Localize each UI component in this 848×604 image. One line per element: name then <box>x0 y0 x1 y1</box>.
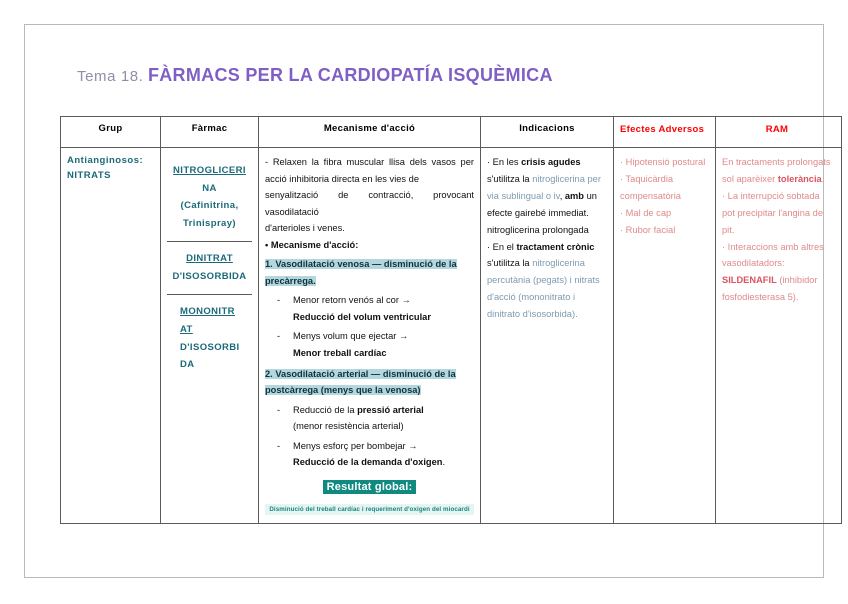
list-item: Reducció de la pressió arterial (menor r… <box>265 402 474 435</box>
mech-heading: • Mecanisme d'acció: <box>265 239 359 250</box>
header-mecanisme: Mecanisme d'acció <box>258 116 481 148</box>
table-header-row: Grup Fàrmac Mecanisme d'acció Indicacion… <box>60 116 842 148</box>
header-grup: Grup <box>60 116 161 148</box>
indicacio-aguda: · En les crisis agudes s'utilitza la nit… <box>487 157 601 235</box>
cell-indicacions: · En les crisis agudes s'utilitza la nit… <box>480 146 614 525</box>
list-item: Menys volum que ejectar → Menor treball … <box>265 328 474 361</box>
mech-point-1-bullets: Menor retorn venós al cor → Reducció del… <box>265 292 474 361</box>
header-farmac: Fàrmac <box>160 116 259 148</box>
page-title: Tema 18. FÀRMACS PER LA CARDIOPATÍA ISQU… <box>77 65 553 86</box>
table-row: Antianginosos: NITRATS NITROGLICERI NA (… <box>60 146 842 525</box>
list-item: · Hipotensió postural <box>620 157 706 167</box>
cell-ram: En tractaments prolongats sol aparèixer … <box>715 146 842 525</box>
farmac-item-dinitrat: DINITRAT D'ISOSORBIDA <box>167 241 252 296</box>
document-page: Tema 18. FÀRMACS PER LA CARDIOPATÍA ISQU… <box>24 24 842 578</box>
list-item: · Mal de cap <box>620 207 672 218</box>
title-text: FÀRMACS PER LA CARDIOPATÍA ISQUÈMICA <box>147 65 553 85</box>
cell-grup: Antianginosos: NITRATS <box>60 146 161 525</box>
mech-intro-3: d'arterioles i venes. <box>265 223 345 234</box>
cell-efectes-adversos: · Hipotensió postural · Taquicàrdia comp… <box>613 146 716 525</box>
list-item: · Rubor facial <box>620 224 676 235</box>
farmac-list: NITROGLICERI NA (Cafinitrina, Trinispray… <box>167 154 252 383</box>
header-efectes-adversos: Efectes Adversos <box>613 116 716 148</box>
topic-number: Tema 18. <box>77 68 144 85</box>
ram-tolerancia: En tractaments prolongats sol aparèixer … <box>722 157 831 184</box>
header-indicacions: Indicacions <box>480 116 614 148</box>
mech-point-2-bullets: Reducció de la pressió arterial (menor r… <box>265 402 474 471</box>
farmac-name: MONONITR AT D'ISOSORBI DA <box>180 306 240 371</box>
farmac-name: NITROGLICERI NA <box>173 165 246 194</box>
ram-interaccions: · Interaccions amb altres vasodilatadors… <box>722 241 824 303</box>
indicacio-cronica: · En el tractament crònic s'utilitza la … <box>487 241 600 320</box>
mech-intro-1: - Relaxen la fibra muscular llisa dels v… <box>265 157 474 184</box>
list-item: Menys esforç per bombejar → Reducció de … <box>265 438 474 471</box>
result-global-badge: Resultat global: <box>265 478 474 498</box>
farmac-item-nitroglicerina: NITROGLICERI NA (Cafinitrina, Trinispray… <box>167 154 252 243</box>
result-global-text: Disminució del treball cardíac i requeri… <box>265 504 474 516</box>
mech-point-1: 1. Vasodilatació venosa — disminució de … <box>265 259 457 286</box>
farmac-item-mononitrat: MONONITR AT D'ISOSORBI DA <box>167 295 252 383</box>
cell-farmac: NITROGLICERI NA (Cafinitrina, Trinispray… <box>160 146 259 525</box>
farmac-name: DINITRAT D'ISOSORBIDA <box>172 253 247 282</box>
list-item: · Taquicàrdia compensatòria <box>620 173 681 201</box>
cell-mecanisme: - Relaxen la fibra muscular llisa dels v… <box>258 146 481 525</box>
ram-interrupcio: · La interrupció sobtada pot precipitar … <box>722 190 824 235</box>
mech-point-2: 2. Vasodilatació arterial — disminució d… <box>265 368 456 396</box>
farmac-brands: (Cafinitrina, Trinispray) <box>180 200 239 229</box>
mech-intro-2: senyalització de contracció, provocant v… <box>265 190 474 217</box>
header-ram: RAM <box>715 116 842 148</box>
list-item: Menor retorn venós al cor → Reducció del… <box>265 292 474 325</box>
drug-table: Grup Fàrmac Mecanisme d'acció Indicacion… <box>60 116 842 525</box>
